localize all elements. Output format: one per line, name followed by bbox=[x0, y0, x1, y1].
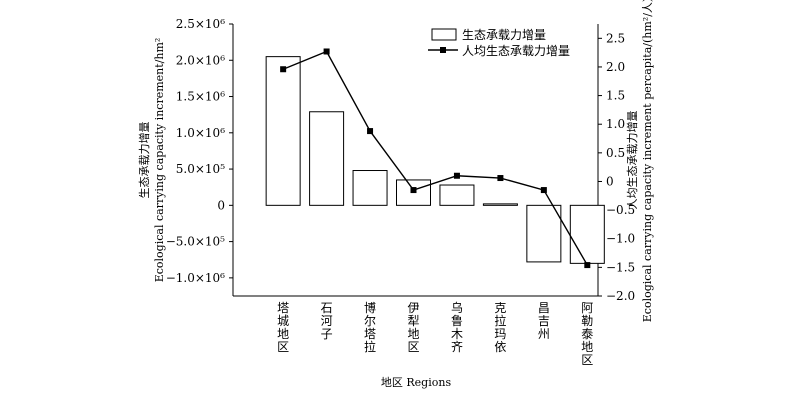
line-point-marker bbox=[367, 128, 374, 135]
bar bbox=[569, 204, 605, 264]
left-axis-label-cn: 生态承载力增量 bbox=[137, 122, 151, 199]
legend-bar-label: 生态承载力增量 bbox=[462, 28, 546, 42]
bar bbox=[352, 170, 388, 206]
category-label: 石河子 bbox=[321, 301, 333, 341]
line-series bbox=[280, 48, 591, 269]
line-point-marker bbox=[410, 187, 417, 194]
line-point-marker bbox=[497, 175, 504, 182]
legend-bar-swatch bbox=[431, 28, 457, 41]
right-tick-label: −2.0 bbox=[606, 289, 635, 303]
category-label: 阿勒泰地区 bbox=[581, 301, 593, 367]
left-tick-label: 1.0×10⁶ bbox=[176, 126, 225, 140]
line-point-marker bbox=[323, 48, 330, 55]
right-tick-label: −1.5 bbox=[606, 260, 635, 274]
left-tick-label: 5.0×10⁵ bbox=[176, 162, 225, 176]
category-label: 昌吉州 bbox=[538, 301, 550, 341]
bar bbox=[265, 56, 301, 206]
right-tick-label: 2.5 bbox=[606, 31, 625, 45]
category-label: 乌鲁木齐 bbox=[451, 300, 463, 354]
legend-line-marker bbox=[440, 47, 446, 53]
category-label: 塔城地区 bbox=[277, 301, 289, 354]
left-tick-label: 2.0×10⁶ bbox=[176, 53, 225, 67]
right-tick-label: −1.0 bbox=[606, 232, 635, 246]
line-point-marker bbox=[453, 172, 460, 179]
right-tick-label: 1.0 bbox=[606, 117, 625, 131]
category-labels: 塔城地区 石河子 博尔塔拉 伊犁地区 乌鲁木齐 克拉玛依 昌吉州 阿勒泰地区 bbox=[277, 300, 593, 367]
right-axis-label-en: Ecological carrying capacity increment p… bbox=[641, 0, 654, 322]
right-tick-label: 2.0 bbox=[606, 60, 625, 74]
category-label: 克拉玛依 bbox=[494, 301, 506, 354]
right-tick-label: −0.5 bbox=[606, 203, 635, 217]
right-tick-label: 1.5 bbox=[606, 89, 625, 103]
bar bbox=[396, 179, 431, 206]
left-tick-label: −1.0×10⁶ bbox=[166, 271, 225, 285]
bar bbox=[526, 204, 562, 263]
bar bbox=[309, 111, 345, 206]
right-axis-label-cn: 人均生态承载力增量 bbox=[625, 111, 639, 210]
left-axis-label-en: Ecological carrying capacity increment/h… bbox=[153, 38, 166, 283]
category-label: 博尔塔拉 bbox=[364, 300, 376, 354]
category-label: 伊犁地区 bbox=[407, 301, 419, 354]
line-point-marker bbox=[584, 262, 591, 269]
tick-labels: 2.5×10⁶ 2.0×10⁶ 1.5×10⁶ 1.0×10⁶ 5.0×10⁵ 0 −5.0… bbox=[166, 17, 635, 303]
left-tick-label: −5.0×10⁵ bbox=[166, 235, 225, 249]
left-tick-label: 0 bbox=[217, 198, 225, 212]
right-tick-label: 0 bbox=[606, 174, 614, 188]
legend-line-label: 人均生态承载力增量 bbox=[462, 44, 570, 58]
bar-series bbox=[265, 56, 605, 264]
right-tick-label: 0.5 bbox=[606, 146, 625, 160]
x-axis-label: 地区 Regions bbox=[381, 376, 452, 389]
bar bbox=[482, 203, 518, 206]
left-tick-label: 1.5×10⁶ bbox=[176, 90, 225, 104]
line-point-marker bbox=[540, 187, 547, 194]
line-point-marker bbox=[280, 66, 287, 73]
line-path bbox=[282, 50, 588, 266]
left-tick-label: 2.5×10⁶ bbox=[176, 17, 225, 31]
bar bbox=[439, 184, 475, 206]
